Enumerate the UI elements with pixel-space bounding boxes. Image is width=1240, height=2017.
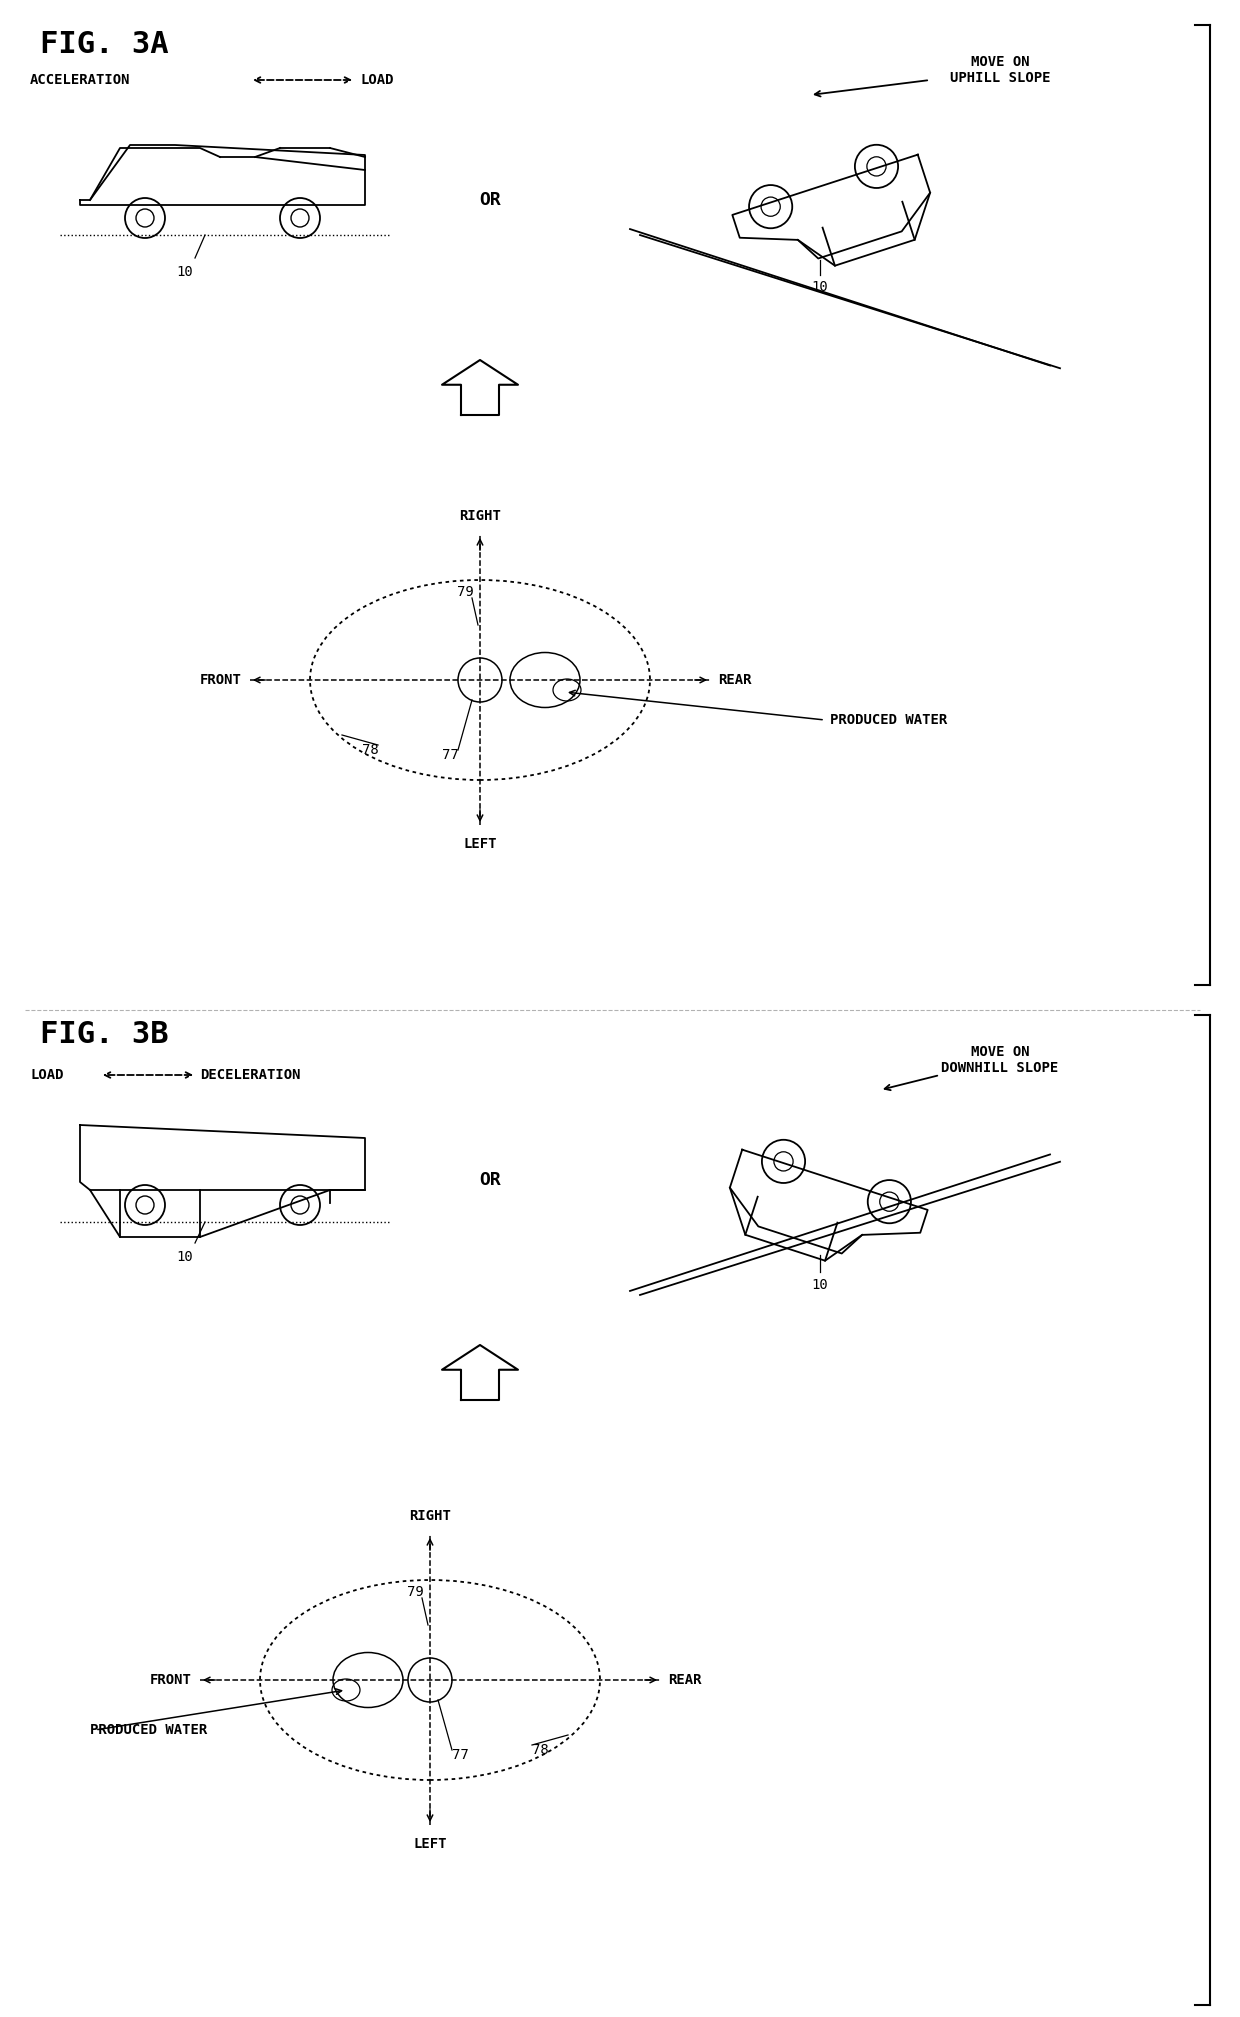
Text: MOVE ON
UPHILL SLOPE: MOVE ON UPHILL SLOPE (950, 54, 1050, 85)
Text: OR: OR (479, 1172, 501, 1188)
Text: OR: OR (479, 192, 501, 210)
Text: 79: 79 (456, 585, 474, 599)
Text: 10: 10 (812, 1279, 828, 1293)
Text: 77: 77 (451, 1749, 469, 1763)
Text: MOVE ON
DOWNHILL SLOPE: MOVE ON DOWNHILL SLOPE (941, 1045, 1059, 1075)
Text: 78: 78 (532, 1743, 548, 1757)
Text: PRODUCED WATER: PRODUCED WATER (91, 1723, 207, 1737)
Text: RIGHT: RIGHT (409, 1509, 451, 1523)
Text: LEFT: LEFT (413, 1837, 446, 1852)
Text: LOAD: LOAD (30, 1067, 63, 1081)
Text: LOAD: LOAD (360, 73, 393, 87)
Text: REAR: REAR (718, 674, 751, 688)
Text: DECELERATION: DECELERATION (200, 1067, 300, 1081)
Text: FRONT: FRONT (150, 1672, 192, 1686)
Text: 10: 10 (176, 1251, 193, 1265)
Text: FIG. 3B: FIG. 3B (40, 1021, 169, 1049)
Text: REAR: REAR (668, 1672, 702, 1686)
Text: 78: 78 (362, 742, 378, 756)
Text: 77: 77 (441, 748, 459, 762)
Text: LEFT: LEFT (464, 837, 497, 851)
Text: 10: 10 (812, 280, 828, 294)
Text: FIG. 3A: FIG. 3A (40, 30, 169, 58)
Text: FRONT: FRONT (200, 674, 242, 688)
Text: ACCELERATION: ACCELERATION (30, 73, 130, 87)
Text: 79: 79 (407, 1585, 423, 1599)
Text: 10: 10 (176, 264, 193, 278)
Text: RIGHT: RIGHT (459, 508, 501, 522)
Text: PRODUCED WATER: PRODUCED WATER (830, 712, 947, 726)
